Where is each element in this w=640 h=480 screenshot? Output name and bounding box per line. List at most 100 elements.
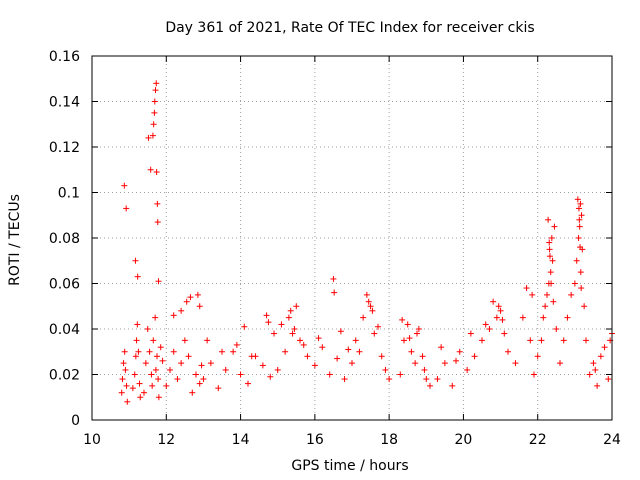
x-tick-label: 24 [603,432,621,448]
y-tick-label: 0.04 [49,322,80,338]
data-point [529,292,535,298]
data-point [576,205,582,211]
data-point [189,390,195,396]
data-point [468,331,474,337]
data-point [334,356,340,362]
data-point [150,337,156,343]
data-point [153,80,159,86]
data-point [512,360,518,366]
y-axis-label: ROTI / TECUs [7,194,23,286]
data-point [143,360,149,366]
data-point [245,381,251,387]
x-tick-label: 18 [380,432,398,448]
chart-title: Day 361 of 2021, Rate Of TEC Index for r… [165,20,534,36]
data-point [379,353,385,359]
data-point [561,337,567,343]
data-point [153,87,159,93]
data-point [124,383,130,389]
data-point [121,360,127,366]
data-point [174,376,180,382]
data-point [583,337,589,343]
data-point [449,383,455,389]
data-point [557,360,563,366]
data-point [154,353,160,359]
data-point [271,331,277,337]
data-point [423,376,429,382]
data-point [407,335,413,341]
data-point [219,349,225,355]
y-tick-label: 0 [71,413,80,429]
data-point [316,335,322,341]
data-point [147,349,153,355]
data-point [527,337,533,343]
data-point [148,167,154,173]
data-point [155,219,161,225]
data-point [171,349,177,355]
data-point [122,367,128,373]
data-point [260,362,266,368]
data-point [401,337,407,343]
data-point [288,308,294,314]
data-point [587,372,593,378]
data-point [155,376,161,382]
data-point [154,201,160,207]
data-point [135,274,141,280]
data-point [345,346,351,352]
data-point [286,315,292,321]
data-point [195,292,201,298]
data-point [132,258,138,264]
data-point [123,205,129,211]
data-point [153,367,159,373]
data-point [134,337,140,343]
data-point [457,349,463,355]
data-point [149,383,155,389]
data-point [330,276,336,282]
data-point [577,201,583,207]
data-point [438,344,444,350]
data-point [542,303,548,309]
data-point [331,290,337,296]
data-point [130,385,136,391]
data-point [479,337,485,343]
data-point [297,337,303,343]
data-point [399,317,405,323]
data-point [156,394,162,400]
data-point [119,376,125,382]
data-point [405,321,411,327]
x-tick-label: 20 [455,432,473,448]
x-tick-label: 10 [83,432,101,448]
data-point [564,315,570,321]
data-point [137,394,143,400]
y-tick-label: 0.12 [49,140,80,156]
data-point [531,372,537,378]
data-point [137,381,143,387]
data-point [499,317,505,323]
data-point [141,390,147,396]
x-tick-label: 16 [306,432,324,448]
data-point [197,303,203,309]
data-point [538,337,544,343]
data-point [494,315,500,321]
data-point [548,269,554,275]
data-point [182,337,188,343]
data-points [119,80,615,405]
data-point [301,342,307,348]
data-point [160,358,166,364]
data-point [434,376,440,382]
data-point [215,385,221,391]
data-point [148,372,154,378]
data-point [124,399,130,405]
data-point [520,315,526,321]
data-point [576,235,582,241]
data-point [442,360,448,366]
data-point [204,337,210,343]
data-point [524,285,530,291]
data-point [275,367,281,373]
data-point [545,217,551,223]
data-point [121,183,127,189]
data-point [282,349,288,355]
data-point [598,353,604,359]
data-point [575,196,581,202]
data-point [134,321,140,327]
data-point [386,376,392,382]
